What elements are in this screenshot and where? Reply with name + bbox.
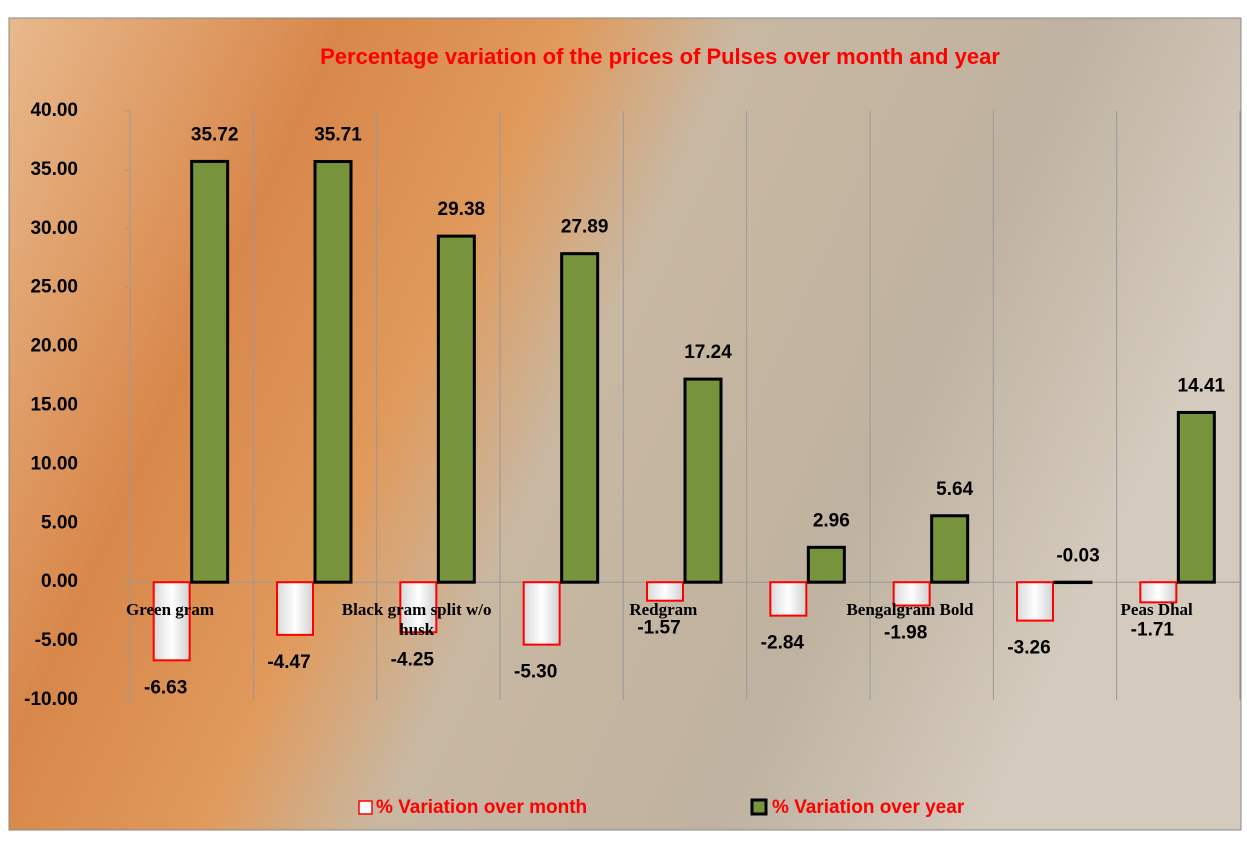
data-label: 17.24 [684, 342, 732, 363]
data-label: -5.30 [514, 662, 557, 683]
data-label: -0.03 [1056, 546, 1099, 567]
legend-swatch [359, 801, 372, 814]
data-label: 27.89 [561, 217, 609, 238]
bar [192, 161, 228, 582]
data-label: 2.96 [813, 510, 850, 531]
legend-swatch [752, 800, 766, 814]
category-label-box: Peas Dhal [1077, 600, 1247, 660]
x-tick-label: Peas Dhal [1077, 600, 1237, 620]
y-tick-label: 20.00 [30, 336, 78, 357]
legend-label: % Variation over month [376, 797, 587, 818]
chart-title: Percentage variation of the prices of Pu… [320, 44, 1000, 69]
x-tick-label: Redgram [583, 600, 743, 620]
x-tick-label: Black gram split w/o husk [337, 600, 497, 640]
category-label-box: Redgram [583, 600, 783, 660]
y-tick-label: 25.00 [30, 277, 78, 298]
y-tick-label: -10.00 [24, 689, 78, 710]
bar [685, 379, 721, 582]
data-label: 14.41 [1178, 375, 1226, 396]
y-tick-label: 35.00 [30, 159, 78, 180]
legend-label: % Variation over year [772, 797, 965, 818]
category-label-box: Black gram split w/o husk [337, 600, 537, 660]
chart: Percentage variation of the prices of Pu… [0, 0, 1247, 836]
bar [932, 516, 968, 582]
y-tick-label: 0.00 [41, 571, 78, 592]
category-label-box: Bengalgram Bold [830, 600, 1030, 660]
data-label: 5.64 [936, 479, 973, 500]
bar [315, 162, 351, 583]
y-tick-label: 40.00 [30, 100, 78, 121]
page: {"chart_data": {"type": "bar", "title": … [0, 0, 1247, 836]
y-tick-label: 5.00 [41, 512, 78, 533]
x-tick-label: Bengalgram Bold [830, 600, 990, 620]
y-tick-label: -5.00 [35, 630, 78, 651]
data-label: 35.71 [314, 125, 362, 146]
bar [647, 582, 683, 600]
y-tick-label: 10.00 [30, 453, 78, 474]
bar [438, 236, 474, 582]
category-label-box: Green gram [90, 600, 290, 660]
y-tick-label: 15.00 [30, 395, 78, 416]
bar [562, 254, 598, 583]
data-label: -6.63 [144, 677, 187, 698]
bar [808, 547, 844, 582]
x-tick-label: Green gram [90, 600, 250, 620]
data-label: 29.38 [438, 199, 486, 220]
bar [1178, 412, 1214, 582]
data-label: 35.72 [191, 124, 239, 145]
y-tick-label: 30.00 [30, 218, 78, 239]
